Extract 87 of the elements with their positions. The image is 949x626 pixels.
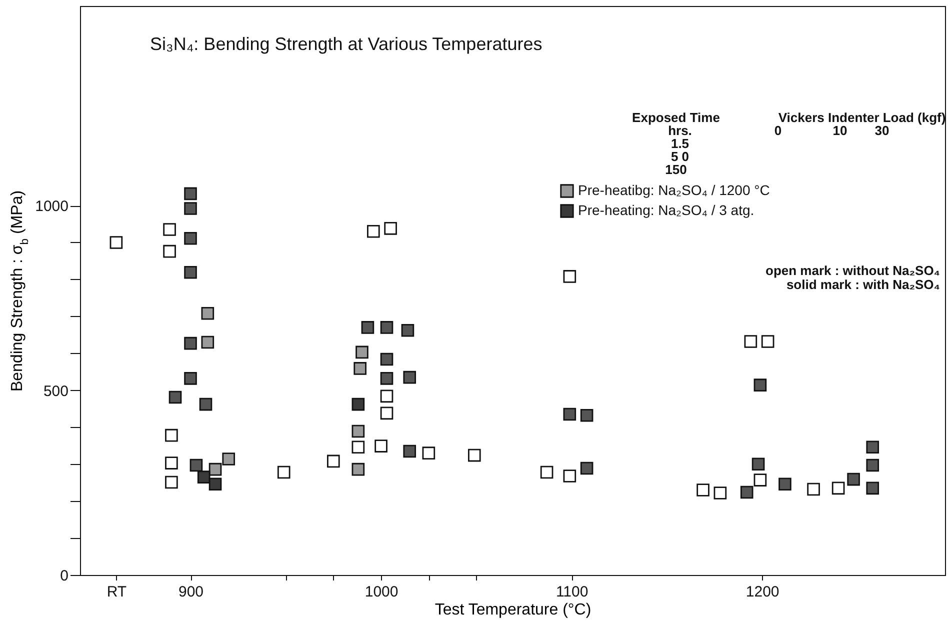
point [752,458,765,471]
annotation: Vickers Indenter Load (kgf) [778,110,946,125]
point [866,482,879,495]
text: Si₃N₄: Bending Strength at Various Temperatures [150,34,542,54]
point [563,408,576,421]
point [380,321,394,334]
point [866,440,879,454]
point [184,187,197,200]
point [580,462,594,475]
point [163,244,176,258]
x-tick-label: 1000 [364,584,398,600]
point [165,456,178,470]
annotation: 150 [665,162,687,177]
annotation: open mark : without Na₂SO₄ [766,263,940,278]
point [744,335,758,348]
x-tick-label: 900 [178,584,204,600]
annotation: 10 [832,123,848,138]
point [184,266,197,279]
point [714,486,727,500]
y-tick-label: 500 [43,382,68,400]
annotation: hrs. [668,123,692,138]
point [740,486,754,499]
point [403,444,416,458]
point [754,474,767,486]
point [754,378,767,392]
legend-label: Pre-heating: Na₂SO₄ / 3 atg. [578,202,754,218]
point [222,452,236,466]
point [403,370,416,384]
point [384,222,397,235]
x-tick-label: 1200 [746,584,780,600]
point [201,307,214,320]
y-tick-label: 0 [60,568,68,584]
point [380,390,394,403]
point [197,470,210,484]
point [201,336,214,349]
legend-label: Pre-heatibg: Na₂SO₄ / 1200 °C [578,182,770,198]
point [580,408,594,422]
point [696,484,710,496]
point [540,466,554,479]
point [110,236,123,249]
point [199,398,212,411]
point [380,372,394,385]
point [354,362,366,375]
point [184,336,197,350]
point [168,390,182,404]
annotation: 5 0 [670,149,690,164]
point [563,270,576,283]
point [163,223,176,236]
point [380,352,394,366]
point [184,232,197,245]
point [361,321,374,334]
point [208,462,222,476]
annotation: solid mark : with Na₂SO₄ [786,277,940,292]
point [165,428,178,442]
point [468,448,481,462]
point [866,458,879,472]
x-tick-label: RT [106,584,127,600]
point [352,440,365,454]
point [807,482,820,496]
point [778,478,792,491]
point [374,440,388,452]
point [761,335,774,348]
point [563,470,576,482]
point [208,478,222,491]
annotation: Exposed Time [632,110,720,125]
point [352,424,365,438]
point [380,406,394,420]
annotation: 30 [874,123,890,138]
annotation: 0 [774,123,782,138]
point [184,372,197,385]
point [422,446,436,460]
point [190,458,203,472]
point [356,346,368,359]
point [352,462,365,476]
point [165,476,178,489]
point [401,324,414,337]
point [367,224,380,238]
point [352,398,365,411]
point [184,202,197,215]
y-tick-label: 1000 [35,198,68,216]
x-tick-label: 1100 [556,584,588,600]
x-axis-title: Test Temperature (°C) [434,602,592,618]
annotation: 1.5 [670,136,690,151]
point [847,472,860,486]
point [832,482,845,495]
point [327,454,340,468]
point [277,466,290,479]
